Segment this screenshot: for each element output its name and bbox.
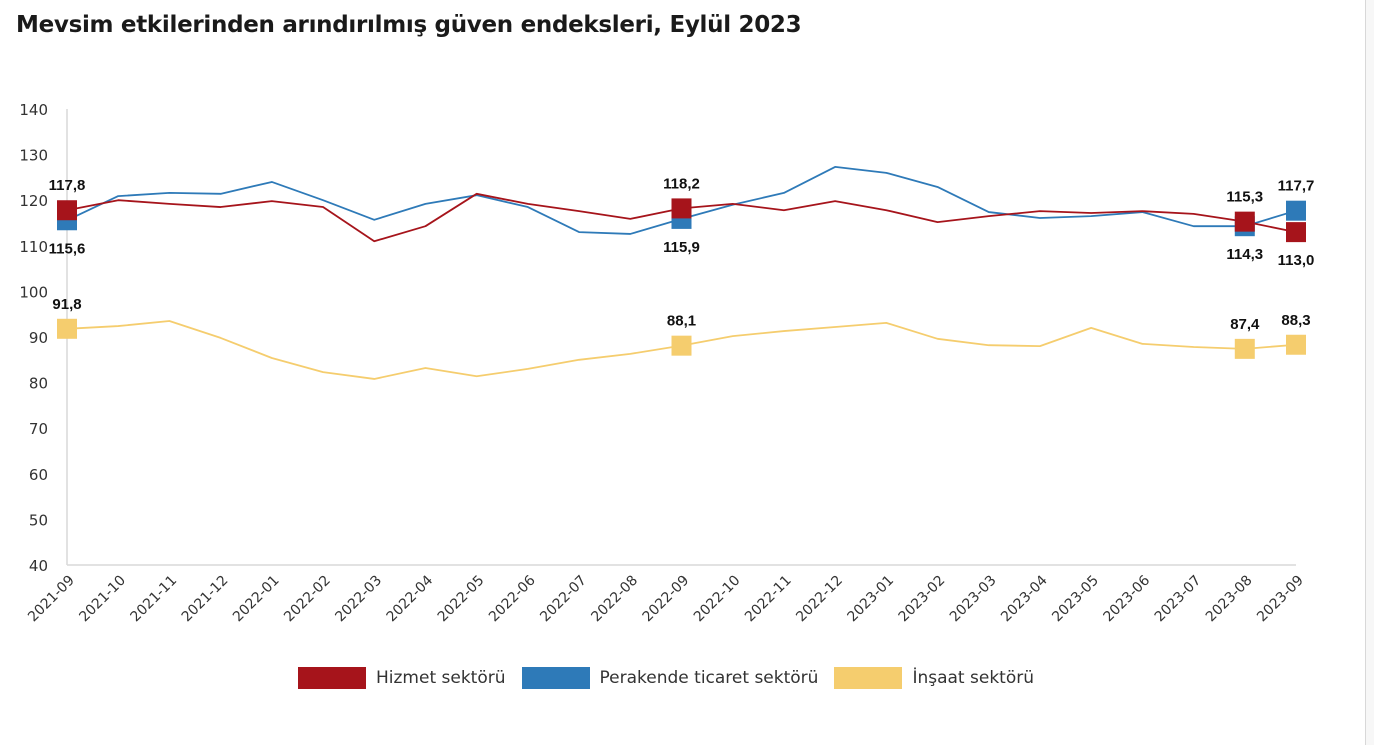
y-tick-label: 110 bbox=[19, 238, 48, 256]
x-tick-label: 2021-09 bbox=[25, 573, 78, 626]
data-marker bbox=[671, 198, 692, 219]
legend-item-perakende[interactable]: Perakende ticaret sektörü bbox=[521, 667, 819, 689]
data-labels: 115,6 115,9 114,3 117,7 117,8 118,2 115,3 113,0… bbox=[49, 175, 1315, 332]
x-tick-label: 2022-01 bbox=[230, 573, 283, 626]
legend-swatch-perakende bbox=[521, 667, 590, 689]
legend-label-perakende: Perakende ticaret sektörü bbox=[599, 668, 819, 688]
data-label: 115,3 bbox=[1226, 189, 1263, 206]
x-tick-label: 2023-08 bbox=[1203, 573, 1256, 626]
data-label: 88,1 bbox=[667, 313, 696, 330]
y-tick-label: 130 bbox=[19, 147, 48, 165]
x-tick-label: 2023-09 bbox=[1254, 573, 1307, 626]
legend: Hizmet sektörü Perakende ticaret sektörü… bbox=[298, 667, 1050, 689]
data-label: 113,0 bbox=[1278, 252, 1315, 269]
x-tick-label: 2023-01 bbox=[844, 573, 897, 626]
x-tick-label: 2021-10 bbox=[76, 573, 129, 626]
data-marker bbox=[1286, 200, 1306, 221]
legend-swatch-insaat bbox=[834, 667, 903, 689]
x-tick-label: 2022-05 bbox=[435, 573, 488, 626]
data-label: 118,2 bbox=[663, 175, 700, 192]
y-tick-label: 60 bbox=[29, 466, 48, 484]
data-marker bbox=[671, 335, 692, 356]
y-axis-ticks: 40 50 60 70 80 90 100 110 120 130 140 bbox=[19, 101, 48, 575]
x-tick-label: 2022-07 bbox=[537, 573, 590, 626]
x-tick-label: 2022-06 bbox=[486, 572, 539, 625]
legend-item-insaat[interactable]: İnşaat sektörü bbox=[834, 667, 1034, 689]
x-tick-label: 2023-04 bbox=[998, 572, 1051, 625]
x-tick-label: 2023-06 bbox=[1101, 572, 1154, 625]
y-tick-label: 100 bbox=[19, 283, 48, 301]
x-axis-ticks: 2021-092021-102021-112021-122022-012022-… bbox=[25, 572, 1307, 625]
x-tick-label: 2022-12 bbox=[793, 573, 846, 626]
data-label: 117,7 bbox=[1278, 178, 1315, 195]
legend-swatch-hizmet bbox=[298, 667, 366, 689]
y-tick-label: 70 bbox=[29, 420, 48, 438]
data-marker bbox=[1234, 211, 1255, 232]
x-tick-label: 2022-11 bbox=[742, 573, 795, 626]
data-label: 87,4 bbox=[1230, 316, 1260, 333]
x-tick-label: 2022-08 bbox=[588, 573, 641, 626]
x-tick-label: 2022-09 bbox=[640, 573, 693, 626]
data-marker bbox=[1286, 222, 1306, 243]
data-label: 114,3 bbox=[1226, 246, 1263, 263]
data-label: 117,8 bbox=[49, 177, 86, 194]
x-tick-label: 2022-10 bbox=[691, 573, 744, 626]
x-tick-label: 2022-03 bbox=[332, 573, 385, 626]
scrollbar[interactable] bbox=[1365, 0, 1374, 745]
x-tick-label: 2023-02 bbox=[896, 573, 949, 626]
x-tick-label: 2022-04 bbox=[384, 572, 437, 625]
x-tick-label: 2022-02 bbox=[281, 573, 334, 626]
x-tick-label: 2021-11 bbox=[128, 573, 181, 626]
y-tick-label: 80 bbox=[29, 375, 48, 393]
legend-item-hizmet[interactable]: Hizmet sektörü bbox=[298, 667, 506, 689]
data-marker bbox=[1234, 338, 1255, 359]
y-tick-label: 90 bbox=[29, 329, 48, 347]
data-label: 91,8 bbox=[52, 296, 81, 313]
data-label: 115,6 bbox=[49, 240, 86, 257]
x-tick-label: 2023-07 bbox=[1152, 573, 1205, 626]
x-tick-label: 2023-05 bbox=[1049, 573, 1102, 626]
y-tick-label: 120 bbox=[19, 192, 48, 210]
data-marker bbox=[1286, 334, 1306, 355]
chart-title: Mevsim etkilerinden arındırılmış güven e… bbox=[16, 12, 802, 38]
y-tick-label: 50 bbox=[29, 511, 48, 529]
series-markers bbox=[57, 198, 1306, 359]
x-tick-label: 2023-03 bbox=[947, 573, 1000, 626]
y-tick-label: 40 bbox=[29, 557, 48, 575]
data-label: 88,3 bbox=[1281, 312, 1310, 329]
data-marker bbox=[57, 200, 77, 221]
data-marker bbox=[57, 318, 77, 339]
data-label: 115,9 bbox=[663, 239, 700, 256]
y-tick-label: 140 bbox=[19, 101, 48, 119]
x-tick-label: 2021-12 bbox=[179, 573, 232, 626]
legend-label-hizmet: Hizmet sektörü bbox=[376, 668, 506, 688]
legend-label-insaat: İnşaat sektörü bbox=[912, 668, 1034, 688]
